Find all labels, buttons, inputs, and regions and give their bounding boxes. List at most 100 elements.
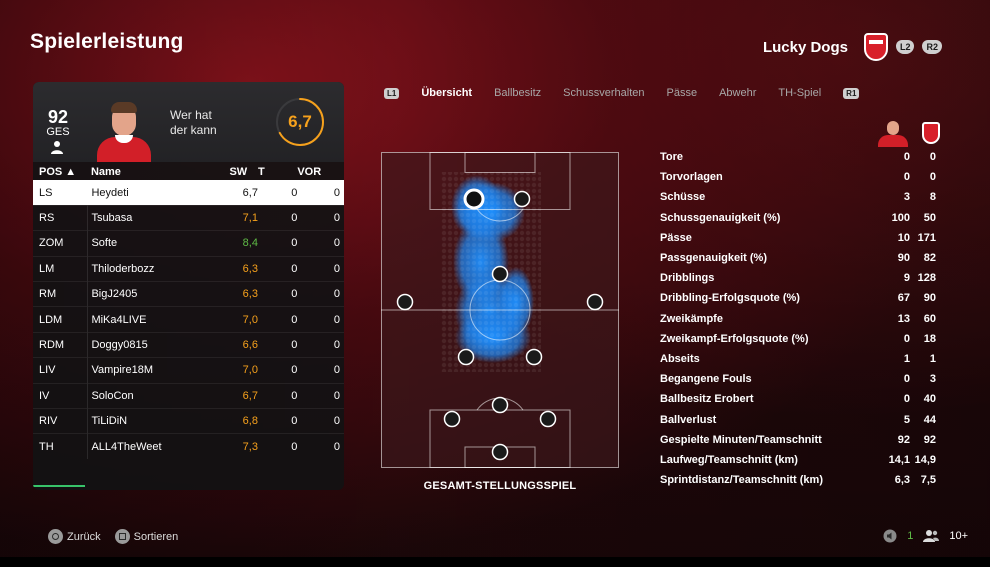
header-sw[interactable]: SW (229, 166, 248, 179)
row-vor: 0 (297, 408, 344, 434)
stat-team-value: 18 (923, 332, 936, 345)
r1-button[interactable]: R1 (843, 87, 860, 99)
stat-team-value: 3 (929, 373, 936, 386)
stat-player-value: 6,3 (894, 474, 910, 487)
pitch-heatmap (381, 152, 619, 468)
player-avatar-icon (876, 121, 910, 147)
stat-row: Dribbling-Erfolgsquote (%) 67 90 (660, 288, 936, 308)
stat-player-value: 0 (903, 151, 910, 164)
stat-label: Abseits (660, 352, 700, 365)
header-pos[interactable]: POS ▲ (39, 166, 77, 179)
row-name: Doggy0815 (87, 331, 216, 358)
stat-player-value: 90 (897, 252, 910, 265)
tab-abwehr[interactable]: Abwehr (719, 87, 757, 99)
stat-label: Ballverlust (660, 413, 717, 426)
stat-team-value: 1 (929, 352, 936, 365)
stats-column-headers (870, 118, 944, 148)
table-row[interactable]: RIV TiLiDiN 6,8 0 0 (33, 408, 344, 434)
person-icon (51, 141, 63, 154)
stat-label: Schüsse (660, 191, 706, 204)
header-t[interactable]: T (257, 166, 265, 179)
header-vor[interactable]: VOR (297, 166, 322, 179)
table-row[interactable]: ZOM Softe 8,4 0 0 (33, 230, 344, 257)
r2-button[interactable]: R2 (922, 40, 942, 54)
row-vor: 0 (297, 382, 344, 409)
players-icon (923, 530, 940, 542)
player-card: 92 GES Wer hat der kann 6,7 (33, 82, 344, 162)
overall-value: 92 (47, 107, 69, 127)
players-table: POS ▲ Name SW T VOR LS Heydeti 6,7 0 0 RS Tsub… (33, 162, 344, 460)
stat-player-value: 10 (897, 231, 910, 244)
stats-list: Tore 0 0 Torvorlagen 0 0 Schüsse 3 8 Schussgenaui… (660, 147, 936, 490)
stat-label: Passgenauigkeit (%) (660, 252, 767, 265)
footer-status: 1 10+ (883, 529, 968, 543)
sort-button[interactable]: Sortieren (114, 529, 178, 544)
table-row[interactable]: IV SoloCon 6,7 0 0 (33, 382, 344, 409)
square-button-icon (114, 529, 130, 544)
tab-paesse[interactable]: Pässe (666, 87, 698, 99)
row-pos: LDM (33, 306, 89, 333)
stat-row: Abseits 1 1 (660, 349, 936, 369)
tab-schussverhalten[interactable]: Schussverhalten (563, 87, 645, 99)
back-button[interactable]: Zurück (48, 529, 101, 544)
row-t: 0 (257, 408, 298, 434)
stat-label: Zweikampf-Erfolgsquote (%) (660, 332, 809, 345)
row-t: 0 (257, 382, 298, 409)
stat-player-value: 9 (903, 272, 910, 285)
row-vor: 0 (297, 255, 344, 282)
stat-player-value: 14,1 (888, 453, 910, 466)
l2-button[interactable]: L2 (895, 40, 915, 54)
stat-player-value: 1 (903, 352, 910, 365)
table-row[interactable]: RDM Doggy0815 6,6 0 0 (33, 331, 344, 358)
stat-row: Begangene Fouls 0 3 (660, 369, 936, 389)
row-sw: 7,0 (215, 306, 258, 333)
row-pos: LIV (33, 357, 89, 384)
row-sw: 6,7 (215, 382, 258, 409)
team-header: Lucky Dogs L2 R2 (763, 33, 942, 61)
stat-row: Ballbesitz Erobert 0 40 (660, 389, 936, 409)
tab-th-spiel[interactable]: TH-Spiel (778, 87, 822, 99)
stat-label: Dribbling-Erfolgsquote (%) (660, 292, 800, 305)
row-vor: 0 (297, 357, 344, 384)
row-sw: 6,7 (215, 179, 258, 206)
row-name: ALL4TheWeet (87, 433, 216, 460)
table-row[interactable]: RS Tsubasa 7,1 0 0 (33, 204, 344, 231)
row-pos: IV (33, 382, 89, 409)
table-row[interactable]: LM Thiloderbozz 6,3 0 0 (33, 255, 344, 282)
player-name-line1: Wer hat (170, 108, 212, 122)
bottom-bar (0, 557, 990, 567)
header-name[interactable]: Name (90, 166, 121, 179)
row-t: 0 (257, 331, 298, 358)
player-card-name: Wer hat der kann (170, 108, 217, 138)
row-vor: 0 (297, 331, 344, 358)
player-position-dot (491, 265, 509, 283)
stat-label: Torvorlagen (660, 171, 723, 184)
stat-label: Dribblings (660, 272, 715, 285)
row-pos: LS (33, 179, 89, 206)
stat-row: Laufweg/Teamschnitt (km) 14,1 14,9 (660, 450, 936, 470)
row-vor: 0 (297, 306, 344, 333)
match-rating-value: 6,7 (288, 112, 312, 131)
table-row[interactable]: LIV Vampire18M 7,0 0 0 (33, 357, 344, 384)
row-name: Softe (87, 230, 216, 257)
table-row[interactable]: RM BigJ2405 6,3 0 0 (33, 281, 344, 307)
stat-player-value: 0 (903, 393, 910, 406)
row-t: 0 (257, 204, 298, 231)
tab-ballbesitz[interactable]: Ballbesitz (494, 87, 542, 99)
stat-label: Gespielte Minuten/Teamschnitt (660, 433, 822, 446)
team-mini-crest-icon (922, 122, 940, 144)
stat-row: Schussgenauigkeit (%) 100 50 (660, 208, 936, 228)
table-row[interactable]: TH ALL4TheWeet 7,3 0 0 (33, 433, 344, 460)
row-name: MiKa4LIVE (87, 306, 216, 333)
stat-team-value: 14,9 (914, 453, 936, 466)
row-sw: 7,0 (215, 357, 258, 384)
row-sw: 6,8 (215, 408, 258, 434)
tab-uebersicht[interactable]: Übersicht (421, 87, 473, 99)
stat-player-value: 92 (897, 433, 910, 446)
stat-label: Sprintdistanz/Teamschnitt (km) (660, 474, 823, 487)
row-vor: 0 (297, 230, 344, 257)
table-row[interactable]: LDM MiKa4LIVE 7,0 0 0 (33, 306, 344, 333)
l1-button[interactable]: L1 (384, 87, 400, 99)
player-position-dot (513, 190, 531, 208)
table-row[interactable]: LS Heydeti 6,7 0 0 (33, 179, 344, 206)
